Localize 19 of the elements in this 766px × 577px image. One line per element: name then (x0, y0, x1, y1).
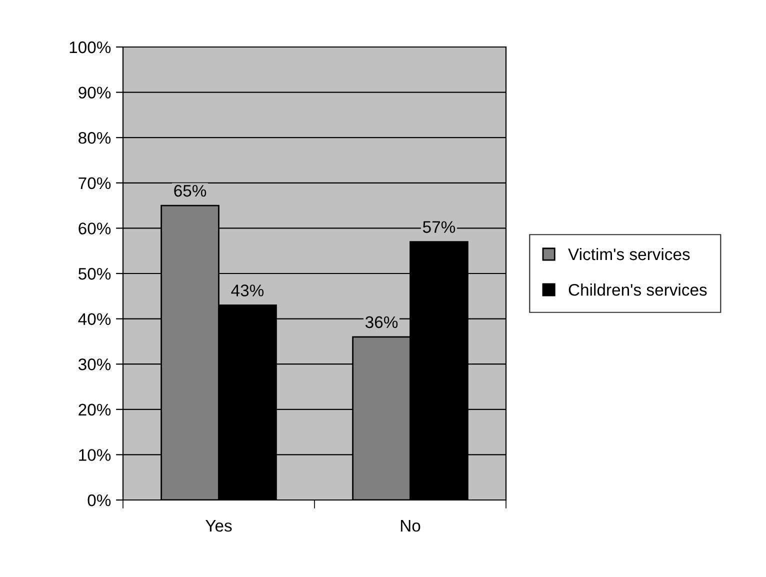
y-tick-label: 30% (78, 358, 111, 370)
y-tick-label: 0% (88, 494, 111, 506)
data-label: 43% (231, 284, 264, 296)
y-tick-label: 70% (78, 177, 111, 190)
y-tick-label: 90% (78, 86, 111, 99)
legend-label: Victim's services (568, 248, 690, 260)
y-tick-label: 50% (78, 268, 111, 280)
x-tick-label: No (400, 520, 420, 532)
y-tick-label: 20% (78, 404, 111, 416)
y-tick-label: 40% (78, 313, 111, 326)
legend-label: Children's services (568, 284, 707, 296)
y-tick-label: 80% (78, 132, 111, 144)
data-label: 57% (422, 221, 456, 233)
y-tick-label: 100% (70, 41, 111, 54)
x-tick-label: Yes (206, 520, 232, 532)
y-tick-label: 60% (78, 222, 111, 234)
data-label: 65% (174, 184, 206, 197)
y-tick-label: 10% (79, 449, 111, 461)
data-label: 36% (365, 316, 398, 328)
